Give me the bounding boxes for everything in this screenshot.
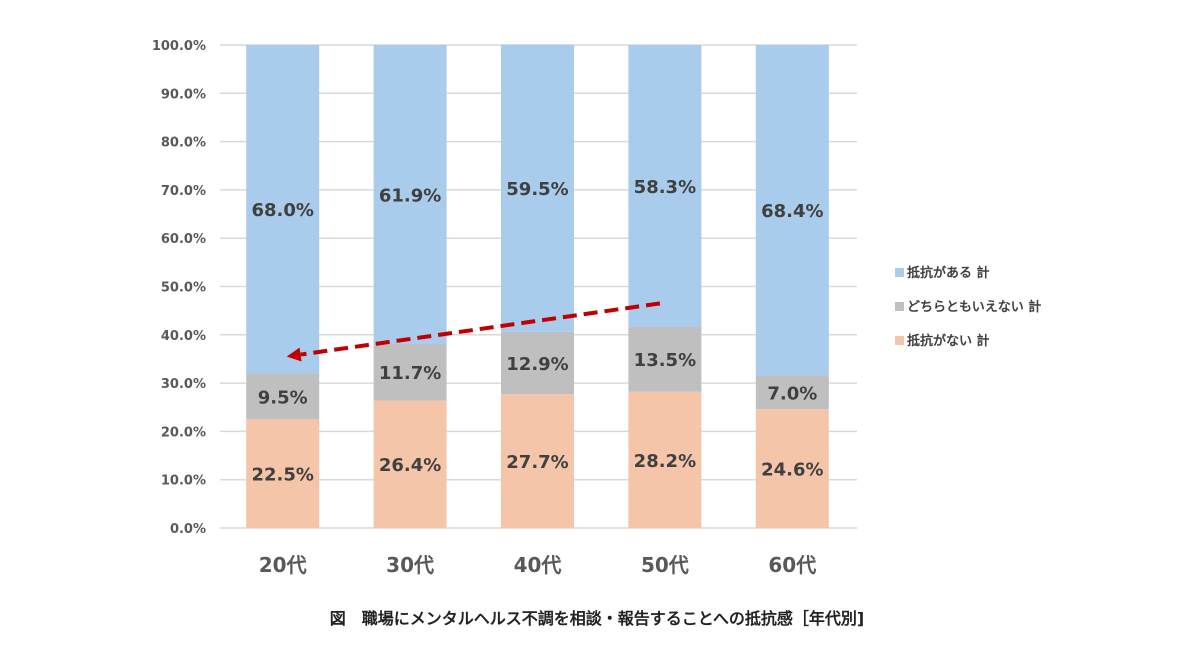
legend-label: 抵抗がない 計: [907, 333, 990, 349]
legend-label: どちらともいえない 計: [907, 299, 1041, 315]
bar-segment: [373, 45, 447, 344]
y-tick-label: 50.0%: [161, 281, 206, 296]
data-label: 22.5%: [251, 465, 313, 486]
data-label: 7.0%: [767, 383, 817, 404]
x-tick-label: 30代: [386, 553, 434, 577]
bar-segment: [373, 400, 447, 528]
bar-segment: [246, 419, 320, 528]
data-label: 58.3%: [634, 177, 696, 198]
data-label: 9.5%: [258, 387, 308, 408]
chart-title: 図 職場にメンタルヘルス不調を相談・報告することへの抵抗感［年代別]: [330, 609, 865, 628]
y-tick-label: 30.0%: [161, 377, 206, 392]
y-tick-label: 90.0%: [161, 87, 206, 102]
y-tick-label: 60.0%: [161, 232, 206, 247]
y-tick-label: 0.0%: [170, 522, 206, 537]
x-tick-label: 50代: [641, 553, 689, 577]
bar-segment: [628, 45, 702, 327]
data-label: 11.7%: [379, 363, 441, 384]
bar-segment: [628, 326, 702, 392]
trend-arrow-line: [300, 301, 661, 357]
x-tick-label: 20代: [259, 553, 307, 577]
bar-segment: [246, 373, 320, 420]
bar-segment: [755, 45, 829, 376]
data-label: 68.0%: [251, 200, 313, 221]
legend-label: 抵抗がある 計: [907, 265, 990, 281]
y-tick-label: 80.0%: [161, 136, 206, 151]
bar-segment: [755, 375, 829, 410]
data-label: 27.7%: [506, 452, 568, 473]
legend-swatch: [895, 336, 904, 345]
bar-segment: [373, 343, 447, 401]
bar-segment: [755, 409, 829, 528]
bar-segment: [501, 44, 574, 332]
bar-segment: [628, 391, 702, 528]
y-tick-label: 10.0%: [161, 474, 206, 489]
legend-swatch: [895, 268, 904, 277]
data-label: 59.5%: [506, 179, 568, 200]
y-tick-label: 70.0%: [161, 184, 206, 199]
data-label: 24.6%: [761, 460, 823, 481]
y-tick-label: 100.0%: [152, 39, 206, 54]
x-tick-label: 40代: [514, 553, 562, 577]
y-tick-label: 20.0%: [161, 425, 206, 440]
y-tick-label: 40.0%: [161, 329, 206, 344]
arrow-head-icon: [286, 347, 302, 362]
data-label: 28.2%: [634, 451, 696, 472]
bar-segment: [501, 394, 574, 528]
bar-segment: [501, 331, 574, 395]
data-label: 61.9%: [379, 185, 441, 206]
data-label: 12.9%: [506, 354, 568, 375]
data-label: 13.5%: [634, 350, 696, 371]
legend-swatch: [895, 302, 904, 311]
x-tick-label: 60代: [768, 553, 816, 577]
bar-segment: [246, 45, 320, 374]
data-label: 68.4%: [761, 201, 823, 222]
data-label: 26.4%: [379, 455, 441, 476]
